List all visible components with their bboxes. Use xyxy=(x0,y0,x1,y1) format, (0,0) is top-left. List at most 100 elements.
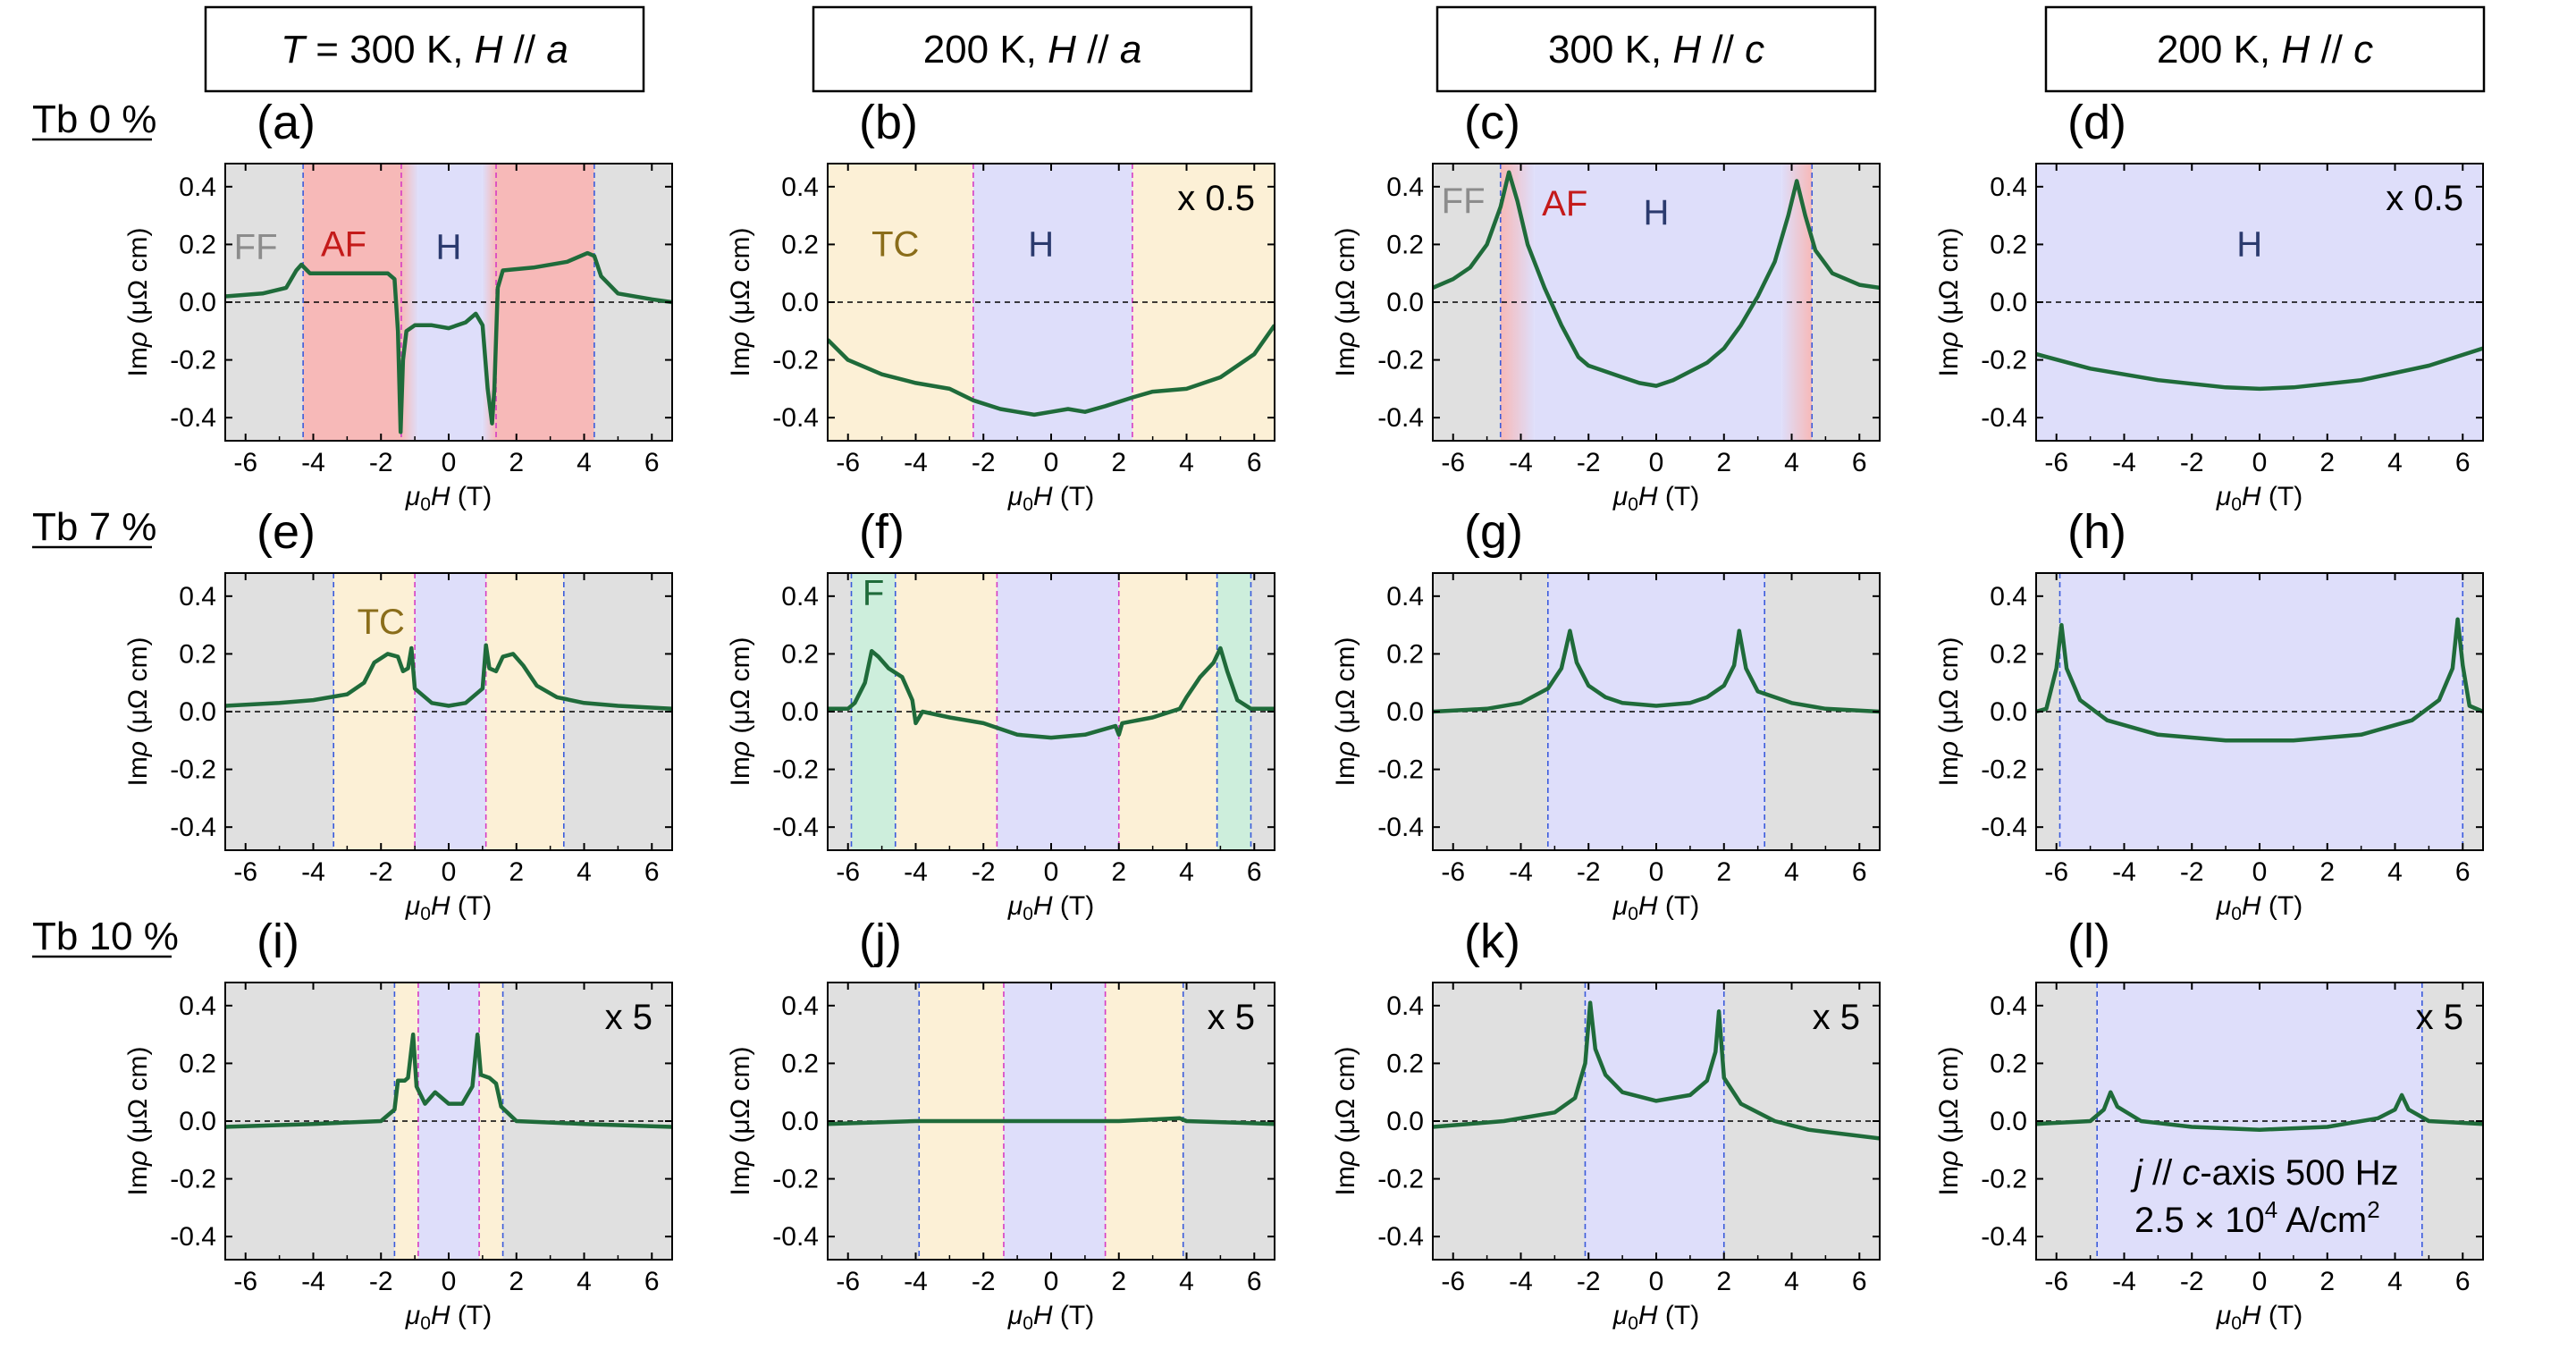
prefix: Im xyxy=(1331,347,1360,376)
x-tick-label: -2 xyxy=(972,1267,996,1296)
field-symbol: H xyxy=(475,28,503,72)
y-axis-label: Imρ (μΩ cm) xyxy=(726,637,755,787)
x-tick-label: -6 xyxy=(2044,448,2068,477)
y-axis-label: Imρ (μΩ cm) xyxy=(1934,228,1964,377)
y-tick-label: -0.4 xyxy=(772,813,819,842)
x-tick-label: 2 xyxy=(2319,1267,2335,1296)
y-tick-label: -0.4 xyxy=(1377,813,1424,842)
subscript: 0 xyxy=(420,494,431,515)
x-axis-label: μ0H (T) xyxy=(1007,482,1094,515)
current-density: 2.5 × 104 A/cm2 xyxy=(2134,1196,2380,1240)
y-axis-label: Imρ (μΩ cm) xyxy=(123,228,153,377)
panel-label: (d) xyxy=(2067,96,2126,149)
x-tick-label: -4 xyxy=(301,448,325,477)
x-tick-label: -2 xyxy=(369,857,393,887)
x-tick-label: -4 xyxy=(2112,857,2136,887)
field-symbol: H xyxy=(1048,28,1076,72)
rho: ρ xyxy=(726,741,755,757)
y-tick-label: -0.4 xyxy=(170,813,216,842)
axis-name: a xyxy=(546,28,568,72)
unit: (μΩ cm) xyxy=(1331,637,1360,741)
unit: (T) xyxy=(1053,482,1095,511)
panel-label: (h) xyxy=(2067,505,2126,559)
panel-label: (b) xyxy=(859,96,918,149)
rho: ρ xyxy=(726,1151,755,1167)
x-tick-label: 4 xyxy=(577,1267,592,1296)
y-tick-label: -0.2 xyxy=(1377,755,1424,785)
y-tick-label: 0.2 xyxy=(1386,230,1424,259)
field-symbol: H xyxy=(2242,1301,2261,1330)
x-tick-label: 0 xyxy=(1649,1267,1664,1296)
subscript: 0 xyxy=(1023,1313,1033,1334)
frequency: -axis 500 Hz xyxy=(2200,1153,2398,1193)
y-tick-label: 0.0 xyxy=(179,288,216,317)
x-tick-label: -6 xyxy=(836,857,860,887)
prefix: Im xyxy=(123,347,153,376)
unit: (μΩ cm) xyxy=(1934,637,1964,741)
superscript: 4 xyxy=(2265,1196,2277,1223)
unit: (T) xyxy=(1053,891,1095,921)
temperature: 300 K, xyxy=(1548,28,1672,72)
plot-area xyxy=(828,573,1275,850)
mu: μ xyxy=(1007,482,1023,511)
prefix: Im xyxy=(726,1166,755,1195)
plot-area xyxy=(1433,573,1880,850)
plot-area xyxy=(2036,164,2483,441)
y-axis-label: Imρ (μΩ cm) xyxy=(1934,637,1964,787)
subscript: 0 xyxy=(2231,1313,2242,1334)
plot-area xyxy=(1433,164,1880,441)
axis-name: c xyxy=(2182,1153,2200,1193)
column-title: 200 K, H // c xyxy=(2044,5,2486,93)
prefix: Im xyxy=(726,347,755,376)
density-unit: A/cm xyxy=(2277,1201,2367,1240)
unit: (T) xyxy=(1658,1301,1700,1330)
phase-label: TC xyxy=(358,603,405,642)
y-axis-label: Imρ (μΩ cm) xyxy=(1331,228,1360,377)
y-tick-label: 0.0 xyxy=(1990,697,2027,727)
x-tick-label: 0 xyxy=(2252,448,2268,477)
panel-label: (i) xyxy=(257,915,299,968)
row-label: Tb 0 % xyxy=(32,97,156,141)
panel-label: (c) xyxy=(1464,96,1520,149)
phase-label: AF xyxy=(321,224,366,264)
scale-label: x 5 xyxy=(1208,998,1255,1037)
subscript: 0 xyxy=(1628,1313,1638,1334)
panel-label: (l) xyxy=(2067,915,2110,968)
x-tick-label: -4 xyxy=(1509,1267,1533,1296)
x-tick-label: 6 xyxy=(2455,1267,2471,1296)
axis-name: c xyxy=(1745,28,1764,72)
x-tick-label: 6 xyxy=(644,448,660,477)
field-symbol: H xyxy=(431,482,450,511)
x-tick-label: -4 xyxy=(2112,1267,2136,1296)
x-tick-label: -2 xyxy=(369,1267,393,1296)
unit: (μΩ cm) xyxy=(1331,228,1360,332)
x-tick-label: 2 xyxy=(509,857,524,887)
x-tick-label: -4 xyxy=(2112,448,2136,477)
y-tick-label: 0.4 xyxy=(1990,582,2027,612)
title-box xyxy=(204,5,645,93)
data-curve xyxy=(1433,1000,1880,1141)
x-axis-label: μ0H (T) xyxy=(2216,891,2302,924)
phase-label: TC xyxy=(871,224,919,264)
x-tick-label: -6 xyxy=(1441,857,1465,887)
y-tick-label: 0.2 xyxy=(1990,1049,2027,1078)
prefix: Im xyxy=(1934,347,1964,376)
y-tick-label: 0.4 xyxy=(1386,173,1424,202)
subscript: 0 xyxy=(420,904,431,924)
x-tick-label: 2 xyxy=(1716,448,1731,477)
x-tick-label: -4 xyxy=(301,857,325,887)
prefix: Im xyxy=(1331,1166,1360,1195)
temperature: = 300 K, xyxy=(305,28,475,72)
mu: μ xyxy=(2216,1301,2231,1330)
y-axis-label: Imρ (μΩ cm) xyxy=(726,228,755,377)
x-tick-label: -4 xyxy=(904,857,928,887)
panel-label: (g) xyxy=(1464,505,1523,559)
x-tick-label: -2 xyxy=(1577,1267,1601,1296)
title-box xyxy=(1435,5,1877,93)
column-title: T = 300 K, H // a xyxy=(204,5,645,93)
prefix: Im xyxy=(123,756,153,786)
y-tick-label: 0.0 xyxy=(781,288,819,317)
y-tick-label: -0.2 xyxy=(1377,346,1424,375)
